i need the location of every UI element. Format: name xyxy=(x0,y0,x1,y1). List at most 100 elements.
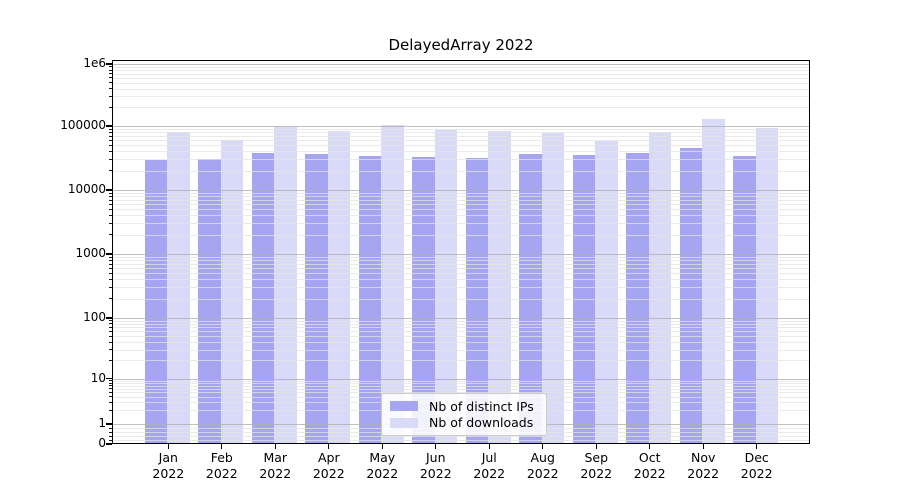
gridline-minor xyxy=(113,145,809,147)
y-minor-tick xyxy=(109,170,112,172)
y-minor-tick xyxy=(109,135,112,137)
y-minor-tick xyxy=(109,195,112,197)
gridline-major xyxy=(113,318,809,319)
y-minor-tick xyxy=(109,259,112,261)
gridline-minor xyxy=(113,96,809,98)
y-minor-tick xyxy=(109,77,112,79)
y-minor-tick xyxy=(109,131,112,133)
legend-row-distinct-ips: Nb of distinct IPs xyxy=(390,399,538,414)
gridline-minor xyxy=(113,170,809,172)
x-tick xyxy=(381,444,383,449)
gridline-minor xyxy=(113,192,809,194)
bar xyxy=(434,129,458,444)
x-tick-label: Nov 2022 xyxy=(687,450,720,481)
y-minor-tick xyxy=(109,234,112,236)
gridline-minor xyxy=(113,268,809,270)
y-minor-tick xyxy=(109,144,112,146)
y-minor-tick xyxy=(109,427,112,429)
y-tick-label: 1e6 xyxy=(83,56,106,70)
bar xyxy=(733,155,756,444)
y-tick-label: 100000 xyxy=(60,118,106,132)
x-tick xyxy=(221,444,223,449)
y-tick xyxy=(106,63,112,65)
y-minor-tick xyxy=(109,380,112,382)
y-minor-tick xyxy=(109,401,112,403)
x-tick-label: Apr 2022 xyxy=(312,450,345,481)
x-tick xyxy=(595,444,597,449)
gridline-minor xyxy=(113,260,809,262)
y-minor-tick xyxy=(109,287,112,288)
gridline-minor xyxy=(113,77,809,79)
legend-label-downloads: Nb of downloads xyxy=(429,415,534,431)
legend-label-distinct-ips: Nb of distinct IPs xyxy=(429,398,534,414)
gridline-minor xyxy=(113,342,809,344)
y-minor-tick xyxy=(109,215,112,216)
x-tick xyxy=(274,444,276,449)
y-minor-tick xyxy=(109,320,112,322)
y-minor-tick xyxy=(109,323,112,325)
y-tick xyxy=(106,377,112,380)
gridline-major xyxy=(113,254,809,255)
gridline-minor xyxy=(113,151,809,153)
y-minor-tick xyxy=(109,128,112,130)
y-minor-tick xyxy=(109,73,112,75)
gridline-minor xyxy=(113,336,809,338)
bar xyxy=(595,140,618,444)
bar xyxy=(144,160,168,444)
x-tick-label: Aug 2022 xyxy=(526,450,559,481)
gridline-major xyxy=(113,190,809,191)
gridline-minor xyxy=(113,349,809,351)
plot-area xyxy=(112,60,810,444)
gridline-minor xyxy=(113,263,809,265)
gridline-minor xyxy=(113,320,809,322)
y-minor-tick xyxy=(109,335,112,337)
gridline-minor xyxy=(113,223,809,225)
y-minor-tick xyxy=(109,199,112,201)
gridline-minor xyxy=(113,204,809,206)
y-tick-label: 100 xyxy=(83,310,106,324)
y-tick-label: 1 xyxy=(98,416,106,430)
y-minor-tick xyxy=(109,385,112,387)
y-minor-tick xyxy=(109,272,112,274)
y-minor-tick xyxy=(109,326,112,328)
y-minor-tick xyxy=(109,331,112,332)
gridline-minor xyxy=(113,380,809,382)
y-tick xyxy=(106,443,112,445)
gridline-minor xyxy=(113,298,809,300)
y-tick-label: 10000 xyxy=(67,182,106,196)
gridline-minor xyxy=(113,82,809,84)
gridline-minor xyxy=(113,273,809,275)
x-tick xyxy=(649,444,651,449)
y-minor-tick xyxy=(109,69,112,71)
gridline-minor xyxy=(113,88,809,90)
legend: Nb of distinct IPs Nb of downloads xyxy=(381,393,547,436)
y-tick xyxy=(106,253,112,255)
y-minor-tick xyxy=(109,203,112,205)
gridline-major xyxy=(113,64,809,65)
gridline-minor xyxy=(113,107,809,109)
gridline-minor xyxy=(113,135,809,137)
y-minor-tick xyxy=(109,159,112,160)
gridline-minor xyxy=(113,436,809,437)
bar xyxy=(755,128,779,444)
y-tick xyxy=(106,189,112,191)
x-tick xyxy=(756,444,758,449)
gridline-minor xyxy=(113,360,809,362)
y-minor-tick xyxy=(109,359,112,361)
y-minor-tick xyxy=(109,435,112,437)
gridline-minor xyxy=(113,196,809,198)
y-minor-tick xyxy=(109,267,112,269)
gridline-minor xyxy=(113,159,809,161)
y-minor-tick xyxy=(109,279,112,280)
y-minor-tick xyxy=(109,439,112,441)
y-minor-tick xyxy=(109,106,112,108)
x-tick xyxy=(328,444,330,449)
gridline-minor xyxy=(113,73,809,75)
gridline-minor xyxy=(113,287,809,289)
y-minor-tick xyxy=(109,223,112,224)
y-minor-tick xyxy=(109,88,112,90)
bar xyxy=(198,159,221,444)
bar xyxy=(465,157,489,444)
y-minor-tick xyxy=(109,82,112,84)
